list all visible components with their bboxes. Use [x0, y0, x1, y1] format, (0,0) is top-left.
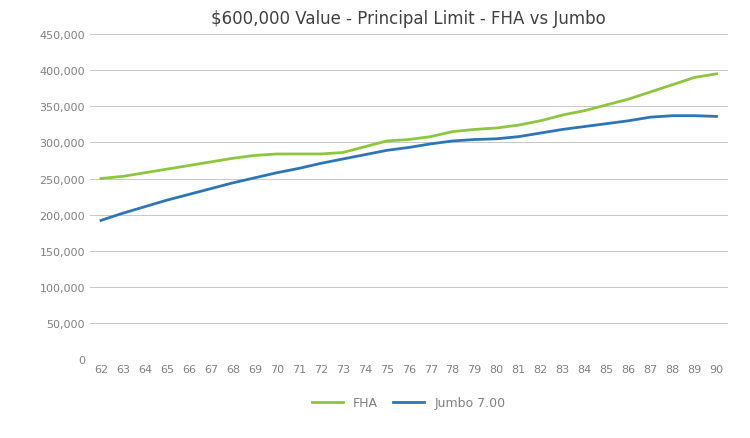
FHA [426, 135, 435, 140]
FHA [514, 123, 523, 128]
Line: FHA: FHA [101, 74, 716, 179]
FHA [294, 152, 303, 157]
Jumbo 7.00 [558, 127, 567, 133]
FHA [668, 83, 677, 88]
FHA [646, 90, 655, 95]
FHA [712, 72, 721, 77]
Jumbo 7.00 [448, 139, 458, 144]
Title: $600,000 Value - Principal Limit - FHA vs Jumbo: $600,000 Value - Principal Limit - FHA v… [211, 10, 606, 28]
Jumbo 7.00 [668, 114, 677, 119]
Jumbo 7.00 [229, 181, 238, 186]
Jumbo 7.00 [140, 205, 149, 210]
FHA [536, 119, 545, 124]
FHA [184, 163, 194, 169]
FHA [492, 126, 501, 131]
FHA [338, 151, 347, 156]
Jumbo 7.00 [536, 131, 545, 136]
Line: Jumbo 7.00: Jumbo 7.00 [101, 117, 716, 221]
Jumbo 7.00 [163, 198, 172, 203]
Jumbo 7.00 [184, 192, 194, 198]
Jumbo 7.00 [514, 135, 523, 140]
FHA [140, 171, 149, 176]
FHA [470, 127, 479, 133]
Jumbo 7.00 [646, 115, 655, 120]
Jumbo 7.00 [97, 218, 106, 223]
FHA [163, 167, 172, 173]
FHA [251, 153, 260, 159]
FHA [382, 139, 392, 144]
FHA [448, 130, 458, 135]
FHA [272, 152, 281, 157]
Jumbo 7.00 [316, 161, 326, 166]
Jumbo 7.00 [294, 166, 303, 172]
Jumbo 7.00 [426, 142, 435, 147]
FHA [97, 177, 106, 182]
Jumbo 7.00 [690, 114, 699, 119]
Jumbo 7.00 [251, 176, 260, 181]
FHA [118, 174, 128, 180]
Jumbo 7.00 [492, 137, 501, 142]
Jumbo 7.00 [470, 138, 479, 143]
FHA [229, 156, 238, 162]
FHA [404, 138, 413, 143]
FHA [558, 113, 567, 118]
Jumbo 7.00 [338, 157, 347, 162]
FHA [624, 97, 633, 102]
Jumbo 7.00 [272, 171, 281, 176]
FHA [206, 160, 215, 165]
FHA [690, 76, 699, 81]
FHA [602, 103, 611, 108]
Jumbo 7.00 [382, 148, 392, 154]
Jumbo 7.00 [404, 145, 413, 151]
Jumbo 7.00 [712, 114, 721, 120]
Jumbo 7.00 [118, 211, 128, 216]
Jumbo 7.00 [360, 153, 369, 158]
FHA [580, 109, 589, 114]
Jumbo 7.00 [580, 124, 589, 130]
Jumbo 7.00 [624, 119, 633, 124]
FHA [360, 145, 369, 150]
Jumbo 7.00 [206, 187, 215, 192]
FHA [316, 152, 326, 157]
Jumbo 7.00 [602, 122, 611, 127]
Legend: FHA, Jumbo 7.00: FHA, Jumbo 7.00 [307, 391, 511, 414]
